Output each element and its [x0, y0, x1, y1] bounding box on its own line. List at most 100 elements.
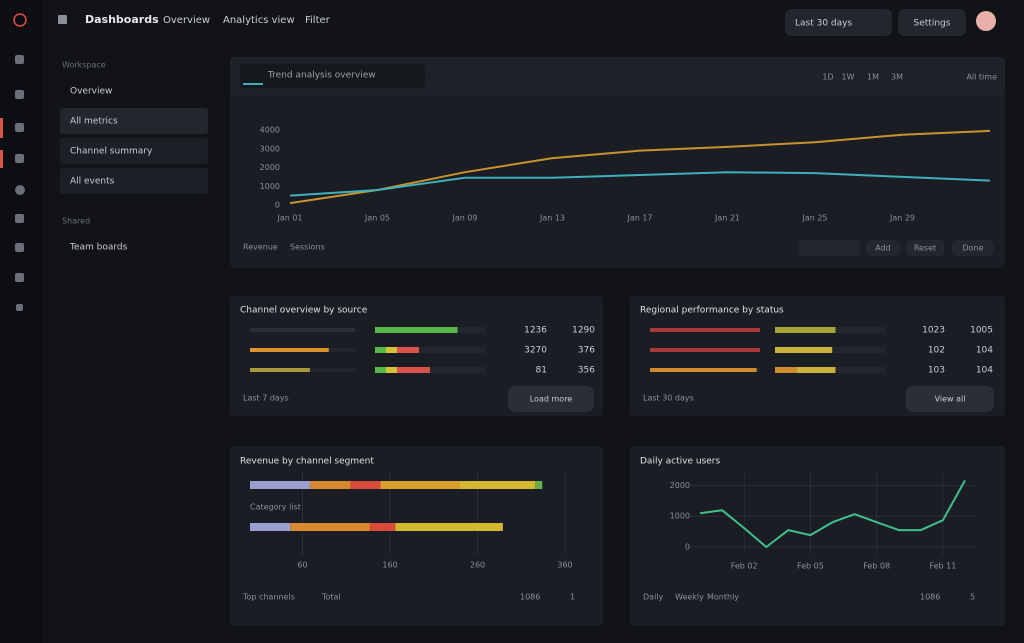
- sidebar-section-title: Shared: [62, 217, 90, 226]
- panel-footer: Top channels: [242, 593, 295, 602]
- button-label: View all: [935, 395, 966, 404]
- y-tick-label: 4000: [260, 126, 280, 135]
- button[interactable]: [906, 386, 994, 412]
- bar-segment: [290, 523, 370, 531]
- settings-button[interactable]: [898, 9, 966, 36]
- sidebar-section-title: Workspace: [62, 61, 106, 70]
- panel-footer: 1086: [520, 593, 540, 602]
- sidebar-item-bg: [60, 108, 208, 134]
- avatar[interactable]: [976, 11, 996, 31]
- bar: [650, 328, 760, 332]
- bar-segment: [397, 367, 430, 373]
- bar-segment: [397, 347, 419, 353]
- sidebar-item[interactable]: Channel summary: [70, 147, 153, 157]
- bar-segment: [250, 523, 291, 531]
- panel-title: Regional performance by status: [640, 306, 784, 316]
- x-tick-label: Jan 25: [801, 214, 827, 223]
- panel-footer: Weekly: [675, 593, 704, 602]
- sidebar-item[interactable]: Team boards: [69, 243, 128, 253]
- bar: [250, 368, 310, 372]
- range-option[interactable]: 1D: [822, 73, 833, 82]
- rail-icon[interactable]: [15, 185, 25, 195]
- bar-segment: [375, 367, 386, 373]
- x-tick-label: Jan 13: [539, 214, 565, 223]
- bar-segment: [375, 347, 386, 353]
- bar: [650, 368, 757, 372]
- bar-segment: [460, 481, 536, 489]
- bar-segment: [250, 481, 311, 489]
- panel-footer: 1086: [920, 593, 940, 602]
- rail-icon[interactable]: [15, 55, 24, 64]
- menu-icon[interactable]: [58, 15, 67, 24]
- count: 103: [928, 366, 945, 376]
- y-tick-label: 2000: [260, 163, 280, 172]
- range-option[interactable]: 1W: [842, 73, 855, 82]
- x-tick-label: Jan 09: [451, 214, 477, 223]
- panel-footer: Last 7 days: [243, 394, 289, 403]
- nav-item[interactable]: Analytics view: [223, 15, 295, 26]
- line-series: [289, 171, 991, 197]
- bar-track: [375, 347, 485, 353]
- x-tick-label: Feb 05: [797, 562, 824, 571]
- rail-icon[interactable]: [15, 123, 24, 132]
- x-tick-label: 360: [557, 561, 572, 570]
- rail-icons: [15, 55, 25, 311]
- rail-icon[interactable]: [15, 243, 24, 252]
- y-tick-label: 2000: [670, 481, 690, 490]
- button-label: Add: [875, 244, 891, 253]
- nav-item[interactable]: Overview: [163, 15, 210, 26]
- button[interactable]: [866, 240, 900, 256]
- x-tick-label: Feb 11: [929, 562, 956, 571]
- sidebar-item[interactable]: All metrics: [70, 117, 118, 127]
- y-tick-label: 0: [275, 201, 280, 210]
- range-option[interactable]: 1M: [867, 73, 879, 82]
- bar-segment: [380, 481, 460, 489]
- tab[interactable]: [240, 64, 425, 88]
- nav-item[interactable]: Filter: [305, 15, 331, 26]
- panel-footer: 1: [570, 593, 575, 602]
- rail-icon[interactable]: [16, 304, 23, 311]
- bar-segment: [797, 367, 836, 373]
- sidebar-item[interactable]: Overview: [70, 87, 112, 97]
- x-tick-label: Jan 17: [626, 214, 652, 223]
- icon-rail: [0, 0, 42, 643]
- count: 1236: [524, 326, 547, 336]
- input[interactable]: [798, 240, 860, 256]
- button[interactable]: [952, 240, 994, 256]
- range-option[interactable]: 3M: [891, 73, 903, 82]
- bar-segment: [386, 347, 397, 353]
- button[interactable]: [905, 240, 945, 256]
- y-tick-label: 1000: [260, 182, 280, 191]
- channels-panel: [230, 446, 603, 626]
- bar-segment: [350, 481, 381, 489]
- button[interactable]: [508, 386, 594, 412]
- line-series: [699, 479, 966, 548]
- panel-title: Channel overview by source: [240, 306, 368, 316]
- total: 1005: [970, 326, 993, 336]
- bar: [250, 348, 329, 352]
- bar-segment: [535, 481, 543, 489]
- date-picker[interactable]: [785, 9, 892, 36]
- rail-icon[interactable]: [15, 90, 24, 99]
- brand: Dashboards: [85, 13, 159, 26]
- x-tick-label: Feb 02: [731, 562, 758, 571]
- sidebar-item[interactable]: All events: [70, 177, 115, 187]
- rail-accent: [0, 150, 3, 168]
- range-option[interactable]: All time: [966, 73, 997, 82]
- panel-footer: Total: [321, 593, 341, 602]
- rail-icon[interactable]: [15, 214, 24, 223]
- x-tick-label: Jan 29: [889, 214, 915, 223]
- panel-footer: Monthly: [707, 593, 739, 602]
- sidebar-item-bg: [60, 168, 208, 194]
- bar: [650, 348, 760, 352]
- legend-label: Revenue: [243, 243, 278, 252]
- total: 104: [976, 366, 993, 376]
- legend-label: Sessions: [290, 243, 325, 252]
- bar-segment: [369, 523, 396, 531]
- x-tick-label: Feb 08: [863, 562, 890, 571]
- rail-icon[interactable]: [15, 273, 24, 282]
- y-tick-label: 3000: [260, 144, 280, 153]
- y-tick-label: 0: [685, 543, 690, 552]
- rail-icon[interactable]: [15, 154, 24, 163]
